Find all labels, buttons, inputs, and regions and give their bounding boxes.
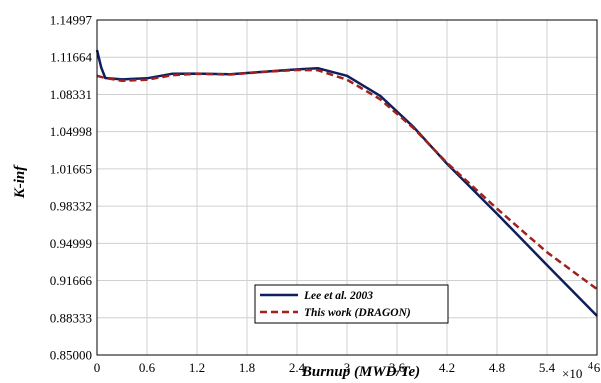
legend-label-lee: Lee et al. 2003 xyxy=(303,290,373,302)
y-tick-label: 0.85000 xyxy=(50,348,92,363)
x-tick-label: 1.2 xyxy=(189,360,205,375)
x-tick-label: 1.8 xyxy=(239,360,255,375)
legend-label-dragon: This work (DRAGON) xyxy=(304,307,411,319)
x-tick-label: 4.2 xyxy=(439,360,455,375)
x-axis-multiplier: ×10 4 xyxy=(562,361,593,381)
x-tick-label: 2.4 xyxy=(289,360,306,375)
x-tick-label: 4.8 xyxy=(489,360,505,375)
x-tick-labels: 0 0.6 1.2 1.8 2.4 3 3.6 4.2 4.8 5.4 6 xyxy=(94,360,601,375)
y-tick-label: 0.91666 xyxy=(50,273,93,288)
series-lines xyxy=(95,49,598,317)
series-line-dragon xyxy=(96,68,598,291)
y-tick-label: 0.98332 xyxy=(50,199,92,214)
legend-box xyxy=(254,284,449,324)
y-tick-label: 1.08331 xyxy=(50,87,92,102)
x-multiplier-exponent: 4 xyxy=(588,361,593,372)
y-tick-label: 0.94999 xyxy=(50,236,92,251)
y-tick-label: 0.88333 xyxy=(50,310,92,325)
x-tick-label: 3 xyxy=(344,360,351,375)
x-tick-label: 3.6 xyxy=(389,360,406,375)
x-axis-label: Burnup (MWD/Te) xyxy=(301,364,420,380)
x-tick-label: 5.4 xyxy=(539,360,556,375)
legend: Lee et al. 2003 This work (DRAGON) xyxy=(254,284,449,324)
y-tick-label: 1.14997 xyxy=(50,13,93,28)
y-tick-label: 1.11664 xyxy=(50,50,92,65)
y-tick-labels: 0.85000 0.88333 0.91666 0.94999 0.98332 1.016… xyxy=(50,13,93,363)
y-tick-label: 1.04998 xyxy=(50,124,92,139)
x-tick-label: 0 xyxy=(94,360,101,375)
plot-frame xyxy=(96,19,598,356)
x-tick-label: 0.6 xyxy=(139,360,156,375)
x-multiplier-base: ×10 xyxy=(562,366,582,381)
x-tick-label: 6 xyxy=(594,360,601,375)
y-tick-label: 1.01665 xyxy=(50,161,92,176)
y-axis-label: K-inf xyxy=(12,164,28,200)
